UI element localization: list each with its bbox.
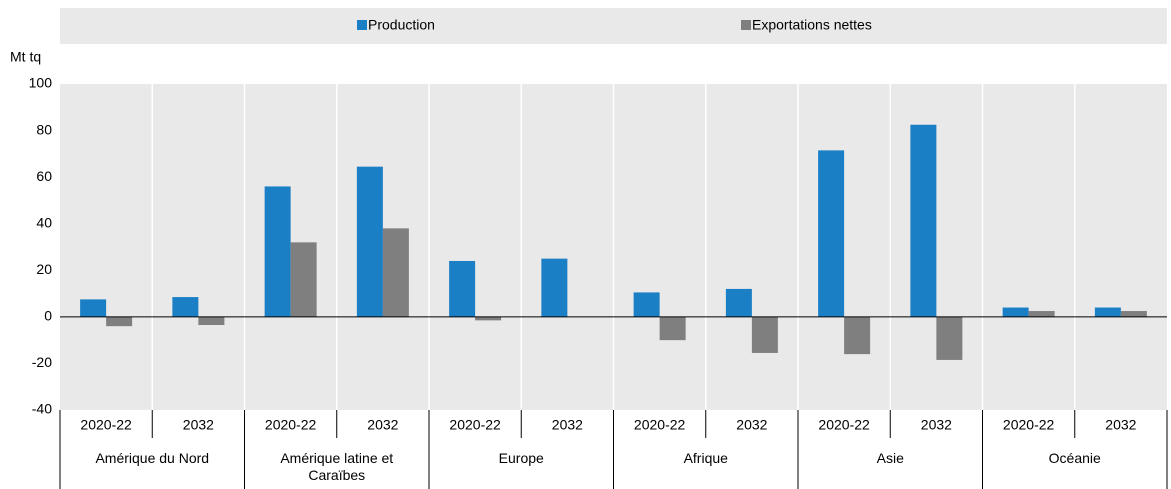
bar <box>198 316 225 326</box>
bar <box>80 299 107 317</box>
x-tick-label: 2032 <box>367 417 398 433</box>
legend-bg <box>60 8 1167 44</box>
y-tick-label: 40 <box>36 214 52 230</box>
bar <box>356 166 383 317</box>
bar <box>725 288 752 317</box>
bar <box>541 258 568 317</box>
bar <box>910 124 937 317</box>
bar <box>844 316 871 355</box>
bar <box>1094 307 1121 317</box>
bar <box>290 242 317 317</box>
x-tick-label: 2020-22 <box>818 417 870 433</box>
group-label: Afrique <box>683 450 728 466</box>
bar <box>659 316 686 341</box>
bar <box>449 260 476 317</box>
bar <box>106 316 133 327</box>
bar <box>818 150 845 317</box>
legend-swatch <box>357 20 367 30</box>
x-tick-label: 2032 <box>552 417 583 433</box>
x-tick-label: 2032 <box>183 417 214 433</box>
bar <box>1028 311 1055 317</box>
bar <box>1120 311 1147 317</box>
y-tick-label: 20 <box>36 261 52 277</box>
group-label: Océanie <box>1048 450 1101 466</box>
y-tick-label: 60 <box>36 168 52 184</box>
bar <box>382 228 409 317</box>
legend-label: Production <box>368 17 435 33</box>
y-axis-label: Mt tq <box>10 49 41 65</box>
bar <box>264 186 291 317</box>
group-label: Asie <box>876 450 904 466</box>
group-label: Amérique latine et Caraïbes <box>280 450 394 483</box>
bar <box>936 316 963 360</box>
bar <box>1002 307 1029 317</box>
x-tick-label: 2020-22 <box>449 417 501 433</box>
x-tick-label: 2020-22 <box>265 417 317 433</box>
y-tick-label: -40 <box>32 401 52 417</box>
x-tick-label: 2032 <box>736 417 767 433</box>
group-label: Amérique du Nord <box>95 450 210 466</box>
y-tick-label: -20 <box>32 354 52 370</box>
y-tick-label: 80 <box>36 121 52 137</box>
x-tick-label: 2032 <box>1105 417 1136 433</box>
y-tick-label: 100 <box>29 75 53 91</box>
legend-label: Exportations nettes <box>752 17 872 33</box>
x-tick-label: 2032 <box>921 417 952 433</box>
x-tick-label: 2020-22 <box>1003 417 1055 433</box>
legend-swatch <box>741 20 751 30</box>
x-tick-label: 2020-22 <box>80 417 132 433</box>
group-label: Europe <box>498 450 544 466</box>
y-tick-label: 0 <box>44 308 52 324</box>
bar <box>633 292 660 317</box>
bar <box>172 297 199 317</box>
x-tick-label: 2020-22 <box>634 417 686 433</box>
bar <box>751 316 778 353</box>
bar <box>475 316 502 321</box>
